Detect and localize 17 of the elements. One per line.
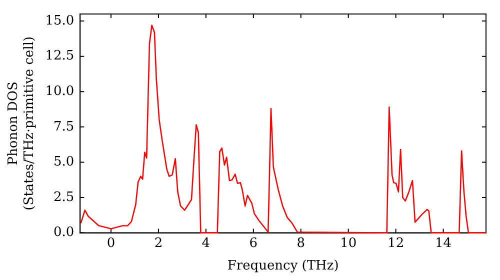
x-tick-label: 10 [340, 236, 357, 251]
x-tick-label: 8 [296, 236, 306, 251]
y-tick-label: 12.5 [45, 48, 74, 64]
x-tick-label: 0 [106, 236, 116, 251]
x-tick-label: 2 [154, 236, 163, 251]
y-tick-label: 15.0 [45, 13, 74, 28]
x-tick-label: 6 [249, 236, 258, 251]
y-tick-label: 10.0 [45, 84, 74, 100]
y-axis-title: Phonon DOS (States/THz·primitive cell) [6, 36, 37, 210]
y-tick-label: 2.5 [53, 190, 74, 205]
x-tick-label: 12 [388, 236, 404, 251]
x-tick-label: 14 [435, 236, 452, 251]
y-tick-label: 0.0 [53, 225, 74, 240]
y-tick-label: 5.0 [53, 154, 74, 170]
x-tick-label: 4 [202, 236, 210, 251]
y-tick-label: 7.5 [53, 119, 74, 134]
x-axis-title: Frequency (THz) [227, 258, 339, 274]
